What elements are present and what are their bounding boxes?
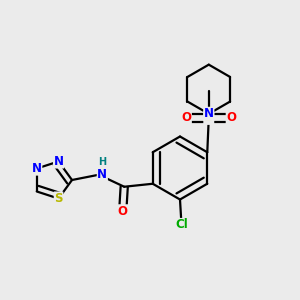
Text: N: N: [204, 107, 214, 120]
Text: Cl: Cl: [175, 218, 188, 232]
Text: O: O: [118, 205, 128, 218]
Text: N: N: [32, 162, 42, 175]
Text: S: S: [54, 192, 63, 205]
Text: N: N: [53, 155, 64, 168]
Text: S: S: [204, 111, 214, 124]
Text: H: H: [98, 157, 106, 167]
Text: N: N: [97, 168, 107, 181]
Text: O: O: [226, 111, 236, 124]
Text: O: O: [181, 111, 191, 124]
